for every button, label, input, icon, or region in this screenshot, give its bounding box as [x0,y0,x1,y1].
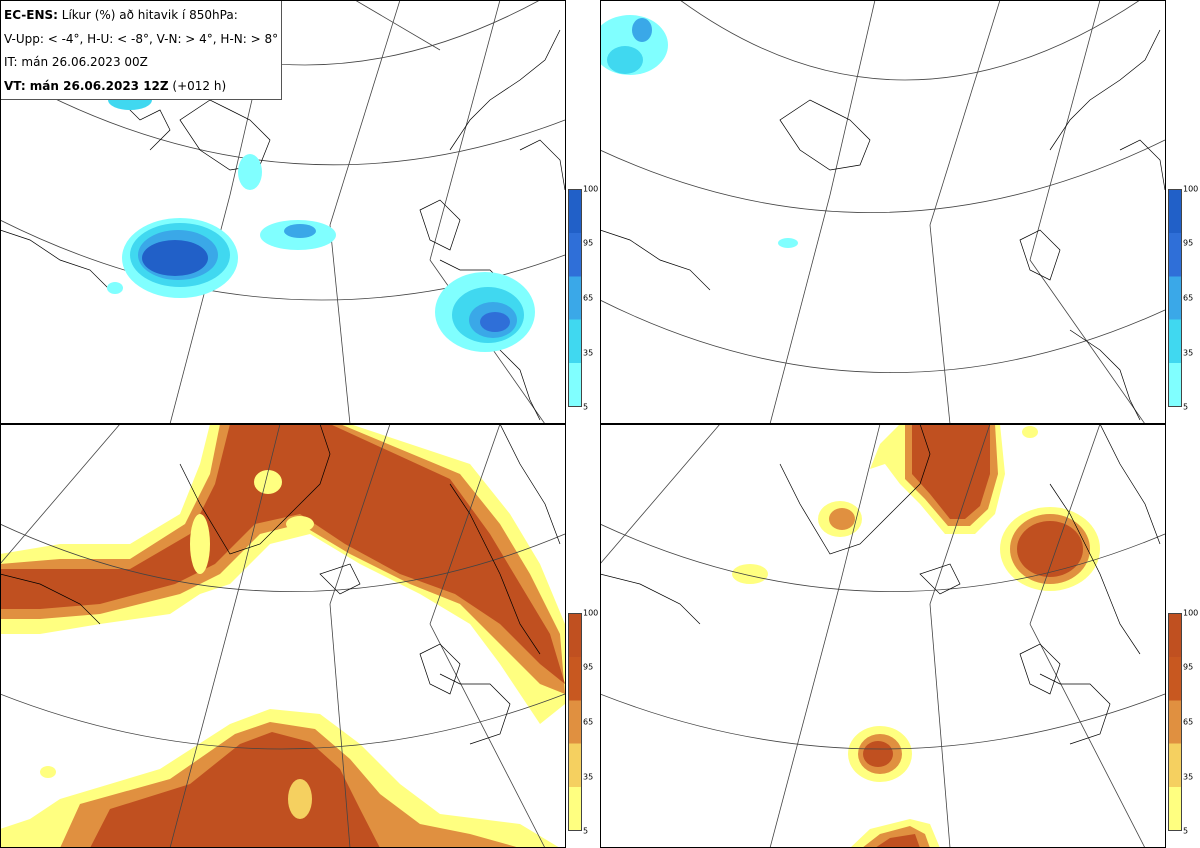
colorbar-tick: 35 [1183,772,1194,782]
colorbar-tick: 65 [583,293,594,303]
colorbar-tick: 95 [583,238,594,248]
warm-probability-area-west [732,501,862,584]
cold-probability-area-central [778,238,798,248]
colorbar-tick: 5 [583,402,589,412]
cold-probability-area-east [435,272,535,352]
colorbar-tick: 65 [583,717,594,727]
map-panel-bottom-right: 100 95 65 35 5 [600,424,1200,848]
colorbar-tick: 100 [583,608,599,618]
colorbar-tick: 5 [1183,402,1189,412]
probability-map-cold-moderate [0,0,566,424]
cold-probability-area-west [107,218,238,298]
colorbar-tick: 65 [1183,293,1194,303]
map-panel-top-right: 100 95 65 35 5 [600,0,1200,424]
warm-probability-area-east [1000,507,1100,591]
colorbar-tick: 95 [1183,238,1194,248]
coastlines [0,424,561,745]
coastlines [600,424,1161,745]
colorbar-tick: 65 [1183,717,1194,727]
colorbar-tick: 35 [583,772,594,782]
graticule [0,424,566,848]
warm-probability-area-atlantic [0,709,560,848]
probability-map-warm-moderate [0,424,566,848]
title-description: Líkur (%) að hitavik í 850hPa: [57,8,238,22]
title-thresholds: V-Upp: < -4°, H-U: < -8°, V-N: > 4°, H-N… [4,31,279,46]
colorbar-tick: 5 [1183,826,1189,836]
title-valid-time: VT: mán 26.06.2023 12Z [4,78,169,93]
title-lead-time: (+012 h) [168,78,227,93]
warm-probability-area-greenland [0,424,565,724]
map-title: EC-ENS: Líkur (%) að hitavik í 850hPa: V… [0,0,282,100]
colorbar-cold [568,189,582,407]
colorbar-tick: 95 [583,662,594,672]
colorbar-tick: 5 [583,826,589,836]
map-panel-bottom-left: 100 95 65 35 5 [0,424,600,848]
cold-probability-area-northwest [600,15,668,75]
colorbar-tick: 35 [1183,348,1194,358]
title-model: EC-ENS: [4,8,58,22]
graticule [600,424,1166,848]
colorbar-tick: 35 [583,348,594,358]
colorbar-tick: 95 [1183,662,1194,672]
colorbar-warm [568,613,582,831]
colorbar-tick: 100 [583,184,599,194]
graticule [600,0,1166,424]
colorbar-warm [1168,613,1182,831]
probability-map-cold-strong [600,0,1166,424]
colorbar-tick: 100 [1183,608,1199,618]
warm-probability-area-south [848,726,940,848]
colorbar-tick: 100 [1183,184,1199,194]
map-panel-top-left: EC-ENS: Líkur (%) að hitavik í 850hPa: V… [0,0,600,424]
coastlines [600,29,1166,421]
probability-map-warm-strong [600,424,1166,848]
title-initial-time: IT: mán 26.06.2023 00Z [4,55,148,69]
colorbar-cold [1168,189,1182,407]
warm-probability-area-north [870,424,1038,534]
cold-probability-area-central [238,154,336,250]
